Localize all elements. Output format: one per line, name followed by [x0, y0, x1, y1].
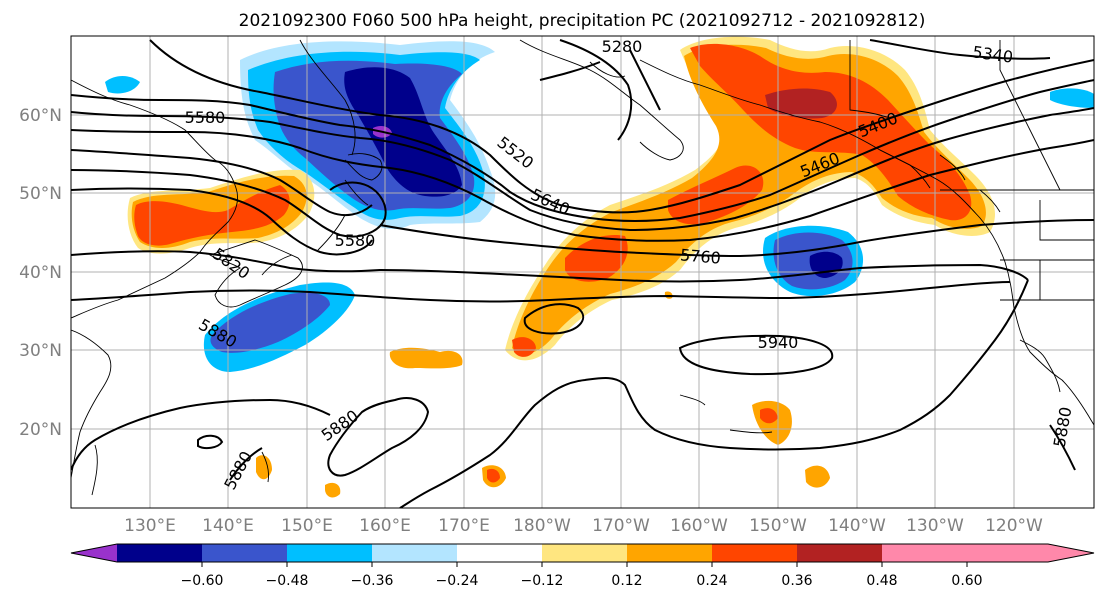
- lon-tick-label: 180°W: [513, 516, 571, 536]
- positive-anomaly-region: [668, 165, 764, 225]
- lon-tick-label: 160°E: [359, 516, 411, 536]
- colorbar-segment: [542, 544, 628, 562]
- latitude-labels: 20°N 30°N 40°N 50°N 60°N: [19, 106, 62, 440]
- lon-tick-label: 150°E: [281, 516, 333, 536]
- colorbar-tick-label: −0.12: [521, 573, 564, 589]
- positive-anomaly-region: [690, 43, 972, 221]
- lon-tick-label: 170°E: [438, 516, 490, 536]
- negative-anomaly-region: [210, 292, 330, 353]
- colorbar-segment: [202, 544, 288, 562]
- map-frame: [70, 35, 1095, 509]
- lon-tick-label: 170°W: [592, 516, 650, 536]
- colorbar-low-extension: [71, 544, 117, 562]
- colorbar-segment: [882, 544, 968, 562]
- contour-label: 5940: [758, 333, 799, 352]
- positive-anomaly-region: [389, 347, 463, 369]
- lat-tick-label: 60°N: [19, 106, 62, 126]
- positive-anomaly-region: [134, 185, 290, 246]
- graticule: [71, 36, 1094, 508]
- colorbar-segment: [287, 544, 373, 562]
- lat-tick-label: 50°N: [19, 184, 62, 204]
- contour-label: 5280: [602, 37, 643, 56]
- lon-tick-label: 160°W: [670, 516, 728, 536]
- colorbar-segment: [797, 544, 883, 562]
- colorbar-tick-label: 0.24: [696, 573, 727, 589]
- positive-anomaly-region: [325, 482, 341, 498]
- colorbar-tick-label: 0.12: [611, 573, 642, 589]
- colorbar-segment: [712, 544, 798, 562]
- lat-tick-label: 30°N: [19, 341, 62, 361]
- positive-anomaly-region: [512, 337, 536, 357]
- colorbar-segment: [372, 544, 458, 562]
- precipitation-shading: [105, 36, 1094, 498]
- colorbar-tick-label: −0.36: [351, 573, 394, 589]
- positive-anomaly-region: [805, 465, 830, 488]
- positive-anomaly-region: [565, 234, 628, 282]
- lon-tick-label: 140°W: [828, 516, 886, 536]
- colorbar-segment: [117, 544, 203, 562]
- positive-anomaly-region: [765, 88, 837, 119]
- lat-tick-label: 20°N: [19, 420, 62, 440]
- colorbar-segment: [627, 544, 713, 562]
- negative-anomaly-region: [105, 76, 140, 94]
- lon-tick-label: 120°W: [985, 516, 1043, 536]
- map-plot-area: 5280 5340 5580 5520 5640 5460 5400 5580 …: [71, 36, 1094, 508]
- negative-anomaly-region: [1050, 88, 1094, 108]
- lon-tick-label: 150°W: [749, 516, 807, 536]
- lon-tick-label: 130°E: [124, 516, 176, 536]
- contour-label: 5580: [185, 108, 226, 127]
- chart-title: 2021092300 F060 500 hPa height, precipit…: [239, 11, 926, 31]
- height-contours: [71, 39, 1094, 508]
- colorbar-high-extension: [967, 544, 1094, 562]
- lat-tick-label: 40°N: [19, 263, 62, 283]
- colorbar-tick-label: −0.48: [266, 573, 309, 589]
- contour-label: 5580: [335, 231, 376, 250]
- negative-anomaly-region: [344, 67, 462, 197]
- colorbar-segment: [457, 544, 543, 562]
- colorbar-tick-label: −0.60: [181, 573, 224, 589]
- longitude-labels: 130°E 140°E 150°E 160°E 170°E 180°W 170°…: [124, 516, 1043, 536]
- colorbar-tick-label: −0.24: [436, 573, 479, 589]
- colorbar-tick-label: 0.36: [781, 573, 812, 589]
- colorbar-tick-label: 0.48: [866, 573, 897, 589]
- contour-label: 5760: [679, 245, 721, 267]
- positive-anomaly-region: [760, 408, 778, 424]
- lon-tick-label: 140°E: [202, 516, 254, 536]
- coastlines: [71, 39, 1094, 496]
- colorbar: −0.60 −0.48 −0.36 −0.24 −0.12 0.12 0.24 …: [70, 543, 1095, 589]
- positive-anomaly-region: [487, 468, 500, 483]
- colorbar-tick-label: 0.60: [951, 573, 982, 589]
- lon-tick-label: 130°W: [906, 516, 964, 536]
